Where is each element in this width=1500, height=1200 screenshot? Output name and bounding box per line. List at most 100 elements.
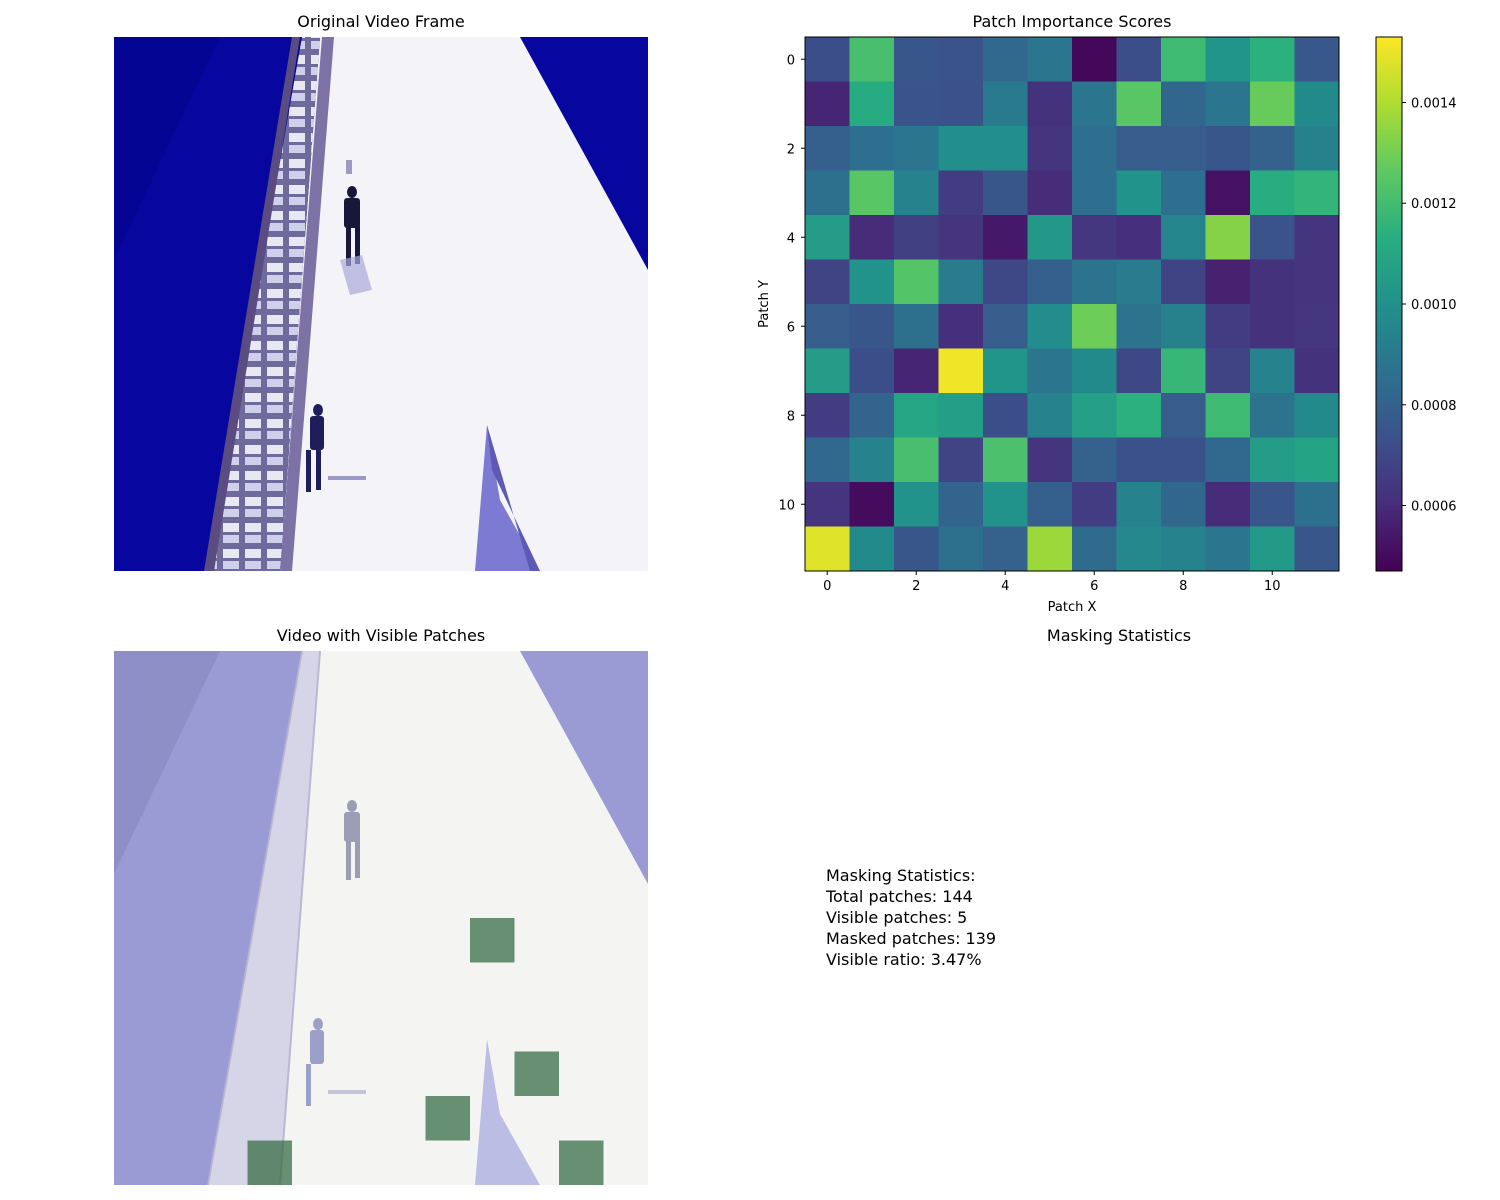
heatmap-cell <box>1116 126 1162 171</box>
x-tick-label: 4 <box>1001 579 1009 594</box>
colorbar-tick-label: 0.0008 <box>1411 399 1457 414</box>
visible-patch-overlay <box>247 918 604 1185</box>
heatmap-cell <box>805 482 850 527</box>
colorbar-tick-label: 0.0012 <box>1411 197 1457 212</box>
x-tick-label: 0 <box>823 579 831 594</box>
heatmap-cell <box>938 437 984 483</box>
heatmap-cell <box>1027 126 1073 171</box>
heatmap-cell <box>805 81 850 127</box>
heatmap-cell <box>894 37 939 82</box>
stats-heading: Masking Statistics: <box>826 866 976 885</box>
heatmap-cell <box>938 37 984 82</box>
heatmap-cell <box>938 482 984 527</box>
heatmap-cell <box>983 526 1028 572</box>
heatmap-cell <box>1027 37 1073 82</box>
heatmap-cell <box>849 259 895 305</box>
heatmap-cell <box>1294 526 1340 572</box>
y-tick-label: 6 <box>787 320 795 335</box>
heatmap-cell <box>1250 348 1295 394</box>
heatmap-cell <box>1250 437 1295 483</box>
heatmap-cell <box>894 393 939 438</box>
heatmap-cell <box>894 170 939 216</box>
heatmap-cell <box>1027 259 1073 305</box>
heatmap-cell <box>1161 259 1206 305</box>
heatmap-cell <box>1205 482 1251 527</box>
heatmap-cell <box>1027 482 1073 527</box>
heatmap-cell <box>894 81 939 127</box>
heatmap-cell <box>894 526 939 572</box>
heatmap-cell <box>1116 259 1162 305</box>
heatmap-cell <box>1072 126 1117 171</box>
heatmap-cell <box>1116 37 1162 82</box>
heatmap-cell <box>1294 126 1340 171</box>
heatmap-cell <box>1294 437 1340 483</box>
heatmap-cell <box>983 348 1028 394</box>
heatmap-cell <box>1205 215 1251 260</box>
heatmap-cell <box>983 81 1028 127</box>
visible-patch <box>470 918 515 963</box>
y-tick-label: 4 <box>787 231 795 246</box>
heatmap-cell <box>1027 348 1073 394</box>
stats-masked-patches: Masked patches: 139 <box>826 929 997 948</box>
heatmap-cell <box>938 348 984 394</box>
heatmap-cell <box>1161 215 1206 260</box>
heatmap-cell <box>1205 37 1251 82</box>
heatmap-cell <box>805 259 850 305</box>
colorbar-tick-label: 0.0010 <box>1411 298 1457 313</box>
masking-stats-text: Masking Statistics: Total patches: 144 V… <box>826 865 996 970</box>
heatmap-ylabel: Patch Y <box>757 280 772 328</box>
heatmap-cell <box>1205 526 1251 572</box>
y-tick-label: 10 <box>778 498 795 513</box>
stats-visible-patches: Visible patches: 5 <box>826 908 968 927</box>
visible-patch <box>247 1140 292 1185</box>
heatmap-cell <box>849 526 895 572</box>
heatmap-cell <box>894 126 939 171</box>
heatmap-cell <box>849 348 895 394</box>
stats-total-patches: Total patches: 144 <box>826 887 973 906</box>
heatmap-cell <box>805 170 850 216</box>
heatmap-cell <box>1072 37 1117 82</box>
heatmap-cell <box>849 37 895 82</box>
heatmap-cell <box>894 304 939 349</box>
heatmap-cell <box>983 437 1028 483</box>
stats-visible-ratio: Visible ratio: 3.47% <box>826 950 982 969</box>
heatmap-cell <box>983 215 1028 260</box>
visible-patch <box>559 1140 604 1185</box>
heatmap-cell <box>938 304 984 349</box>
heatmap-cell <box>1027 170 1073 216</box>
heatmap-cell <box>1072 482 1117 527</box>
heatmap-cell <box>938 393 984 438</box>
visible-patches-image <box>114 651 648 1185</box>
heatmap-cell <box>849 482 895 527</box>
heatmap-cell <box>1027 215 1073 260</box>
heatmap-cell <box>1027 526 1073 572</box>
heatmap-xlabel: Patch X <box>1048 600 1097 615</box>
heatmap-cell <box>938 215 984 260</box>
heatmap-cell <box>1116 526 1162 572</box>
heatmap-cell <box>1294 259 1340 305</box>
heatmap-cell <box>1161 170 1206 216</box>
heatmap-cell <box>805 348 850 394</box>
heatmap-cell <box>805 37 850 82</box>
heatmap-cell <box>1161 304 1206 349</box>
heatmap-cell <box>1294 81 1340 127</box>
heatmap-cell <box>983 482 1028 527</box>
heatmap-cell <box>1161 393 1206 438</box>
heatmap-cell <box>983 259 1028 305</box>
visible-patches-title: Video with Visible Patches <box>276 626 486 645</box>
heatmap-cell <box>1161 81 1206 127</box>
heatmap-cells <box>805 37 1340 572</box>
x-tick-label: 8 <box>1179 579 1187 594</box>
heatmap-cell <box>1072 348 1117 394</box>
heatmap-cell <box>1027 304 1073 349</box>
heatmap-axes: 0 2 4 6 8 10 0 2 4 6 8 10 <box>778 53 1280 594</box>
heatmap-cell <box>1205 170 1251 216</box>
heatmap-cell <box>894 482 939 527</box>
heatmap-cell <box>1161 437 1206 483</box>
heatmap-cell <box>1294 304 1340 349</box>
heatmap-cell <box>983 170 1028 216</box>
heatmap-cell <box>1027 81 1073 127</box>
heatmap-cell <box>983 37 1028 82</box>
heatmap-cell <box>1250 37 1295 82</box>
